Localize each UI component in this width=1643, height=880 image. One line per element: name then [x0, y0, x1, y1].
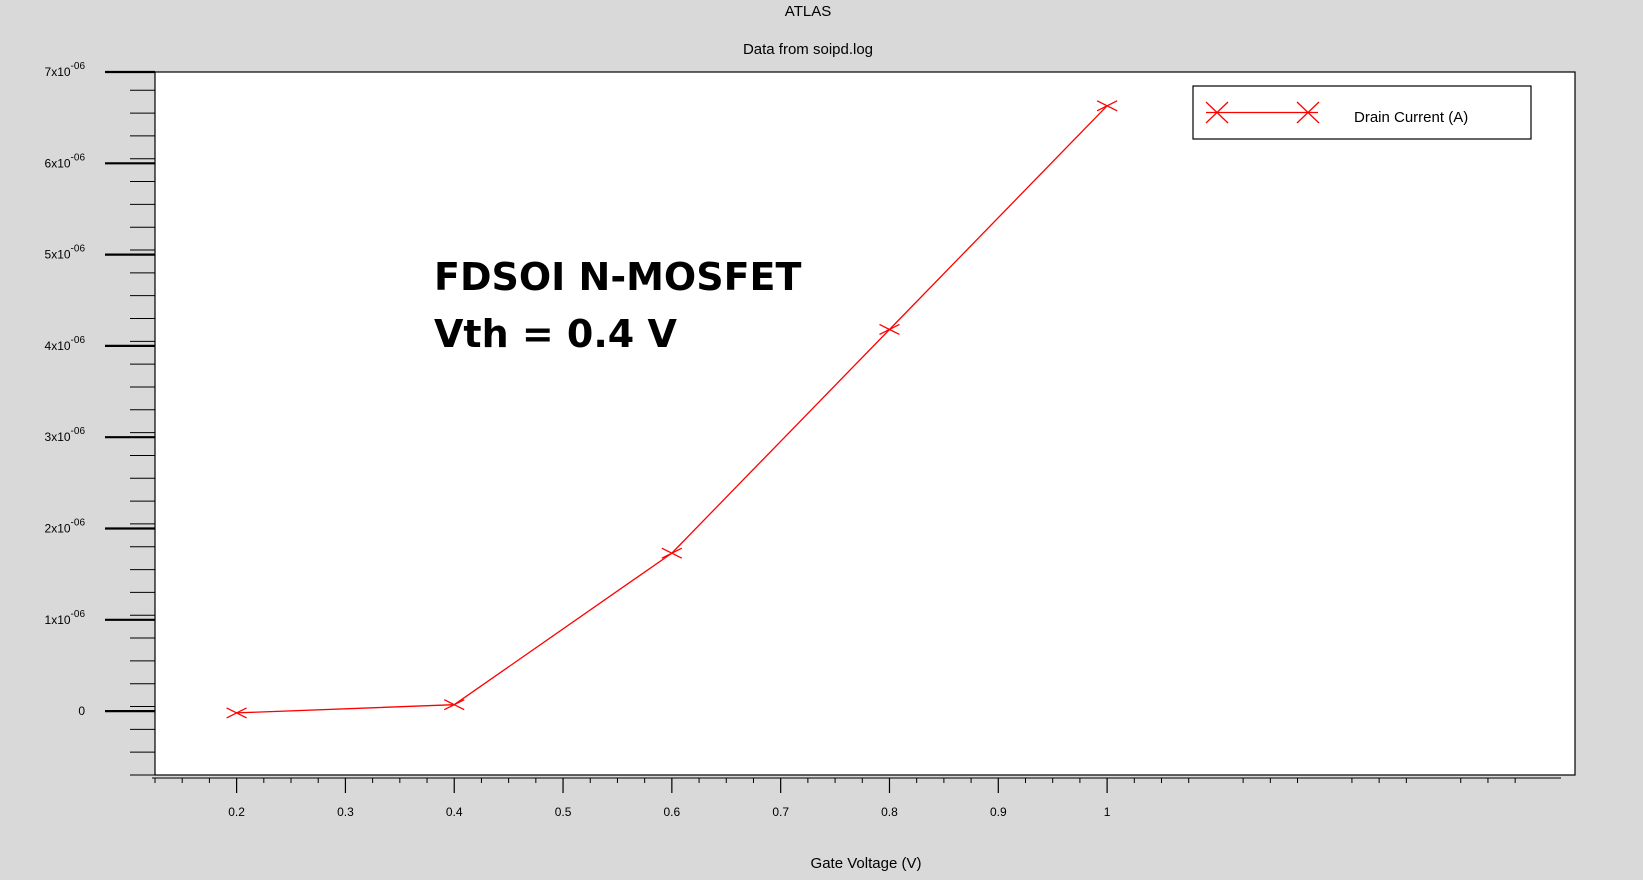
- y-axis: 0 1x10-06 2x10-06 3x10-06 4x10-06 5x10-06 6x10…: [45, 61, 155, 776]
- y-tick-label: 6x10-06: [45, 152, 86, 170]
- y-tick-label: 7x10-06: [45, 61, 86, 79]
- x-tick-label: 0.7: [772, 805, 789, 819]
- data-point-stroke: [1096, 100, 1118, 112]
- x-tick-label: 0.3: [337, 805, 354, 819]
- legend: Drain Current (A): [1192, 85, 1532, 140]
- x-axis: 0.2 0.3 0.4 0.5 0.6 0.7 0.8 0.9 1: [152, 777, 1561, 819]
- data-point-stroke: [443, 699, 465, 711]
- y-tick-label: 0: [78, 704, 85, 718]
- legend-marker-right: [1296, 101, 1320, 124]
- y-tick-label: 4x10-06: [45, 335, 86, 353]
- chart-subtitle: Data from soipd.log: [743, 41, 873, 58]
- annotation-line1: FDSOI N-MOSFET: [434, 255, 802, 299]
- data-point: [661, 547, 683, 559]
- y-tick-label: 5x10-06: [45, 244, 86, 262]
- data-point: [879, 323, 900, 336]
- data-point: [1096, 100, 1118, 112]
- data-point: [443, 699, 465, 711]
- chart-title: ATLAS: [785, 3, 831, 20]
- annotation-line2: Vth = 0.4 V: [434, 312, 677, 356]
- x-tick-label: 1: [1104, 805, 1111, 819]
- x-tick-label: 0.2: [228, 805, 245, 819]
- legend-marker-left: [1205, 101, 1229, 124]
- x-tick-label: 0.9: [990, 805, 1007, 819]
- y-tick-label: 1x10-06: [45, 609, 86, 627]
- y-tick-label: 2x10-06: [45, 517, 86, 535]
- data-point-stroke: [879, 323, 900, 336]
- data-point-stroke: [226, 707, 247, 719]
- y-tick-label: 3x10-06: [45, 426, 86, 444]
- x-tick-label: 0.8: [881, 805, 898, 819]
- series-layer: [226, 100, 1118, 719]
- data-point: [226, 707, 247, 719]
- annotation: FDSOI N-MOSFET Vth = 0.4 V: [434, 255, 802, 356]
- x-tick-label: 0.4: [446, 805, 463, 819]
- legend-label: Drain Current (A): [1354, 109, 1468, 126]
- x-tick-label: 0.5: [555, 805, 572, 819]
- data-point-stroke: [661, 547, 683, 559]
- x-tick-label: 0.6: [664, 805, 681, 819]
- x-axis-label: Gate Voltage (V): [811, 855, 922, 872]
- plot-area: [154, 71, 1576, 776]
